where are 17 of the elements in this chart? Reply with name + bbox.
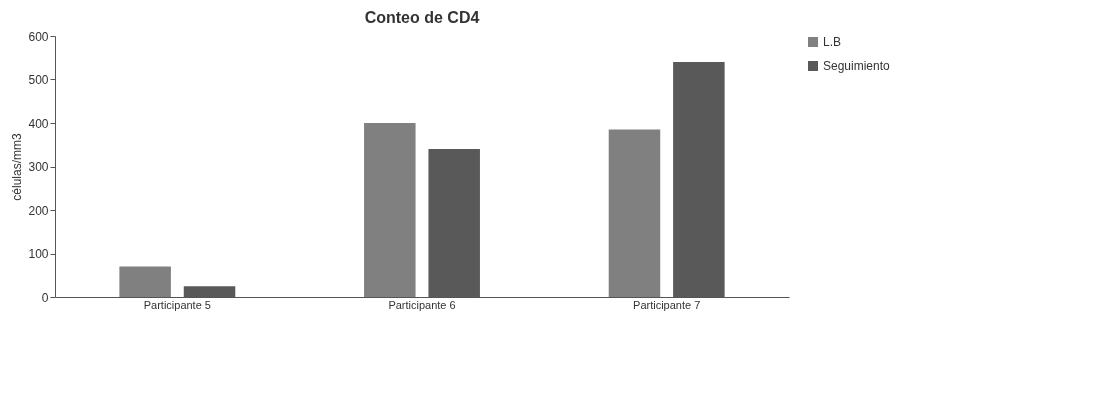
legend-label: L.B [823, 35, 842, 49]
y-tick-label: 400 [28, 116, 49, 131]
x-tick-label: Participante 5 [143, 298, 211, 311]
bar [119, 266, 171, 297]
bar [364, 123, 416, 297]
y-tick-label: 600 [28, 29, 49, 44]
x-tick-label: Participante 7 [633, 298, 701, 311]
y-axis-title: células/mm3 [10, 133, 25, 201]
bar [608, 129, 661, 297]
y-tick-label: 100 [28, 247, 49, 261]
y-tick-label: 0 [41, 290, 49, 305]
y-tick-label: 500 [28, 73, 49, 87]
legend-label: Seguimiento [823, 59, 891, 73]
y-tick-label: 300 [28, 160, 49, 174]
x-tick-label: Participante 6 [388, 298, 456, 311]
chart-title: Conteo de CD4 [364, 9, 480, 26]
y-tick-label: 200 [28, 203, 49, 218]
